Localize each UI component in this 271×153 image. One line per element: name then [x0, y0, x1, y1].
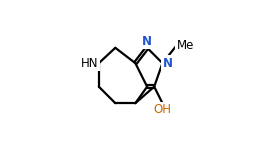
Text: N: N — [162, 57, 172, 70]
Text: Me: Me — [177, 39, 194, 52]
Text: HN: HN — [81, 57, 99, 70]
Text: OH: OH — [153, 103, 172, 116]
Text: N: N — [142, 35, 152, 48]
